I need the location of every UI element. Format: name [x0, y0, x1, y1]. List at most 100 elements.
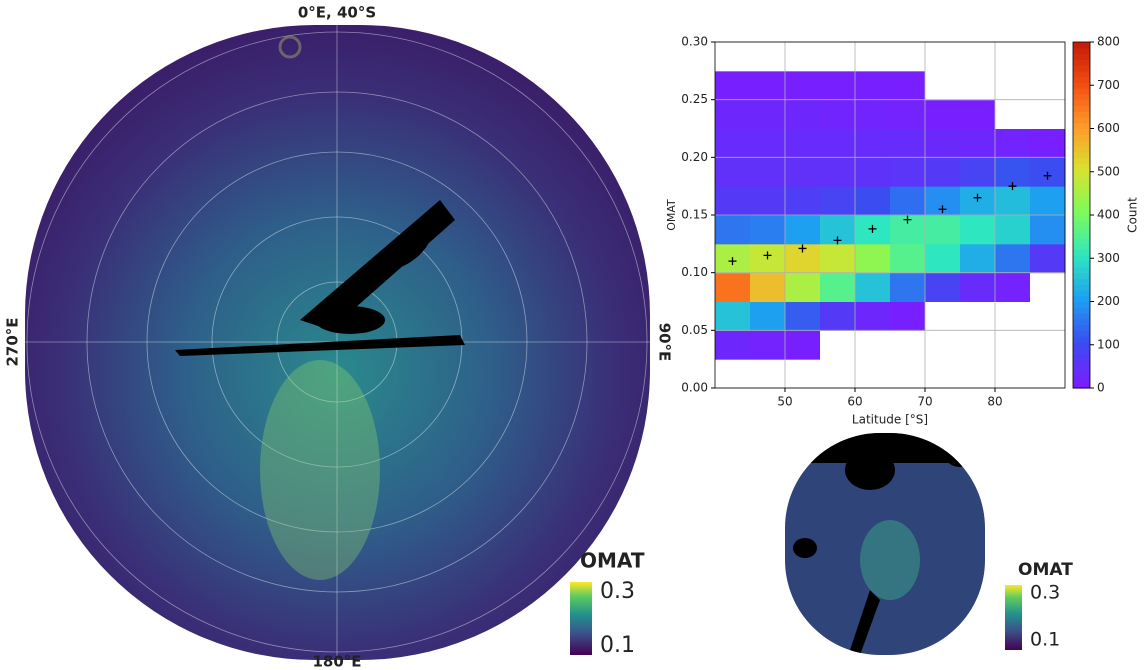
heat-cell [855, 71, 891, 100]
map-label-right: 90°E [656, 323, 674, 362]
heat-cell [715, 71, 751, 100]
heat-cell [1030, 186, 1066, 215]
y-tick-label: 0.10 [681, 265, 708, 279]
heat-cell [960, 129, 996, 158]
heat-cell [925, 273, 961, 302]
heat-cell [925, 215, 961, 244]
colorbar-segment [1073, 163, 1090, 169]
colorbar-segment [1073, 336, 1090, 342]
colorbar-segment [1073, 330, 1090, 336]
map-label-top: 0°E, 40°S [298, 4, 376, 22]
colorbar-tick-label: 500 [1097, 164, 1120, 178]
heat-cell [715, 157, 751, 186]
heat-cell [785, 157, 821, 186]
heat-cell [855, 359, 891, 388]
heat-cell [750, 157, 786, 186]
heat-cell [890, 302, 926, 331]
heat-cell [890, 186, 926, 215]
colorbar-segment [1073, 232, 1090, 238]
heat-cell [785, 100, 821, 129]
heat-cell [1030, 215, 1066, 244]
colorbar-segment [1073, 140, 1090, 146]
heat-cell [960, 100, 996, 129]
heat-cell [995, 302, 1031, 331]
colorbar-segment [1073, 169, 1090, 175]
colorbar-tick: 0.1 [600, 633, 635, 658]
heat-cell [890, 273, 926, 302]
colorbar-segment [1073, 278, 1090, 284]
heat-cell [785, 186, 821, 215]
colorbar-segment [1073, 273, 1090, 279]
heat-cell [1030, 100, 1066, 129]
heat-cell [820, 186, 856, 215]
y-axis-label: OMAT [665, 199, 678, 231]
colorbar-tick-label: 200 [1097, 294, 1120, 308]
colorbar-segment [1073, 59, 1090, 65]
x-tick-label: 80 [987, 395, 1002, 409]
colorbar-segment [1073, 371, 1090, 377]
heat-cell [820, 157, 856, 186]
colorbar-segment [1073, 302, 1090, 308]
heat-cell [925, 100, 961, 129]
colorbar-segment [1073, 65, 1090, 71]
heat-cell [960, 157, 996, 186]
colorbar-segment [1073, 186, 1090, 192]
colorbar-segment [1073, 129, 1090, 135]
heat-cell [995, 330, 1031, 359]
heat-cell [715, 330, 751, 359]
colorbar-tick-label: 700 [1097, 78, 1120, 92]
heat-cell [715, 186, 751, 215]
heat-cell [960, 215, 996, 244]
heat-cell [890, 157, 926, 186]
heat-cell [820, 42, 856, 71]
heat-cell [1030, 273, 1066, 302]
colorbar-segment [1073, 221, 1090, 227]
colorbar-segment [1073, 157, 1090, 163]
colorbar-segment [1073, 215, 1090, 221]
colorbar-segment [1073, 365, 1090, 371]
heat-cell [890, 42, 926, 71]
heat-cell [750, 215, 786, 244]
heat-cell [820, 244, 856, 273]
heat-cell [995, 359, 1031, 388]
heat-cell [890, 359, 926, 388]
colorbar-segment [1073, 255, 1090, 261]
heat-cell [750, 330, 786, 359]
heat-cell [925, 129, 961, 158]
heat-cell [960, 359, 996, 388]
heat-cell [750, 302, 786, 331]
heat-cell [855, 273, 891, 302]
colorbar-segment [1073, 261, 1090, 267]
heat-cell [890, 129, 926, 158]
colorbar-segment [1073, 227, 1090, 233]
heat-cell [855, 244, 891, 273]
heat-cell [785, 71, 821, 100]
heat-cell [785, 330, 821, 359]
inset-colorbar-tick: 0.3 [1030, 582, 1060, 604]
heat-cell [925, 302, 961, 331]
x-axis-label: Latitude [°S] [852, 413, 928, 427]
heat-cell [750, 129, 786, 158]
colorbar-segment [1073, 123, 1090, 129]
heat-cell [995, 42, 1031, 71]
colorbar-segment [1073, 319, 1090, 325]
heat-cell [960, 302, 996, 331]
map-label-bottom: 180°E [312, 653, 361, 670]
y-tick-label: 0.15 [681, 208, 708, 222]
heat-cell [960, 330, 996, 359]
heat-cell [925, 71, 961, 100]
heat-cell [960, 244, 996, 273]
colorbar-segment [1073, 376, 1090, 382]
map-label-left: 270°E [4, 317, 22, 366]
heat-cell [995, 244, 1031, 273]
heat-cell [750, 359, 786, 388]
heat-cell [750, 186, 786, 215]
colorbar-segment [1073, 105, 1090, 111]
heat-cell [820, 129, 856, 158]
heat-cell [750, 42, 786, 71]
heat-cell [1030, 42, 1066, 71]
colorbar-label: Count [1126, 197, 1140, 233]
heat-cell [855, 302, 891, 331]
colorbar-tick-label: 600 [1097, 121, 1120, 135]
